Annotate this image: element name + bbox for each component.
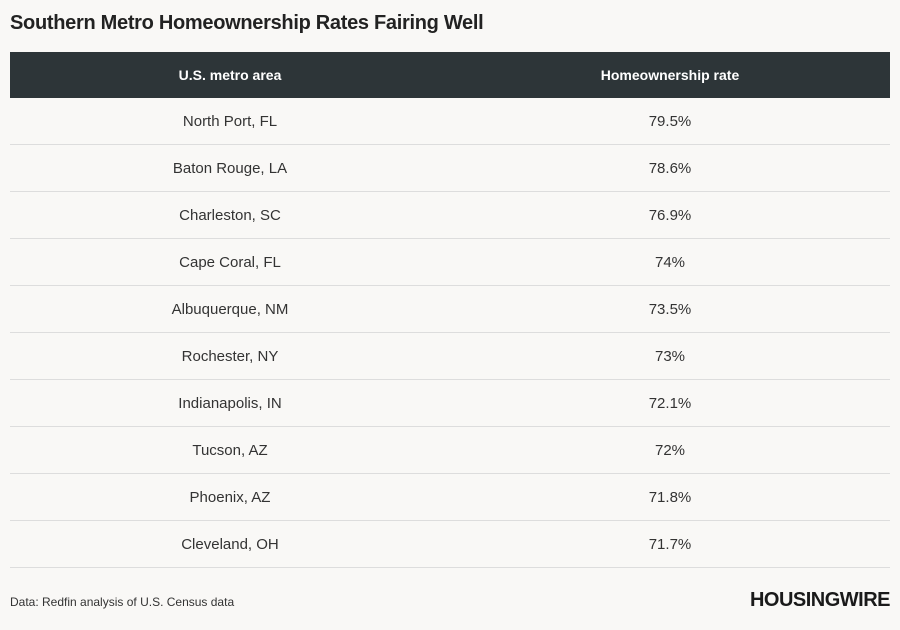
cell-metro-area: Tucson, AZ bbox=[192, 441, 268, 459]
cell-metro-area: Indianapolis, IN bbox=[178, 394, 282, 412]
cell-homeownership-rate: 72.1% bbox=[648, 394, 692, 412]
table-row: Charleston, SC 76.9% bbox=[10, 192, 890, 239]
table-row: Indianapolis, IN 72.1% bbox=[10, 380, 890, 427]
housingwire-logo: HOUSINGWIRE bbox=[749, 589, 891, 611]
cell-metro-area: North Port, FL bbox=[182, 112, 278, 130]
table-body: North Port, FL 79.5% Baton Rouge, LA 78.6% C… bbox=[10, 98, 890, 568]
column-header-rate: Homeownership rate bbox=[600, 67, 740, 83]
cell-homeownership-rate: 76.9% bbox=[648, 206, 692, 224]
chart-title: Southern Metro Homeownership Rates Fairi… bbox=[10, 12, 484, 34]
cell-metro-area: Charleston, SC bbox=[179, 206, 281, 224]
cell-metro-area: Cape Coral, FL bbox=[179, 253, 281, 271]
cell-homeownership-rate: 74% bbox=[654, 253, 686, 271]
cell-homeownership-rate: 72% bbox=[654, 441, 686, 459]
cell-homeownership-rate: 78.6% bbox=[648, 159, 692, 177]
cell-metro-area: Cleveland, OH bbox=[181, 535, 279, 553]
table-header: U.S. metro area Homeownership rate bbox=[10, 52, 890, 98]
source-note: Data: Redfin analysis of U.S. Census dat… bbox=[10, 595, 235, 609]
cell-homeownership-rate: 79.5% bbox=[648, 112, 692, 130]
cell-metro-area: Baton Rouge, LA bbox=[172, 159, 288, 177]
cell-homeownership-rate: 71.7% bbox=[648, 535, 692, 553]
cell-homeownership-rate: 71.8% bbox=[648, 488, 692, 506]
table-row: North Port, FL 79.5% bbox=[10, 98, 890, 145]
table-row: Baton Rouge, LA 78.6% bbox=[10, 145, 890, 192]
cell-metro-area: Rochester, NY bbox=[181, 347, 279, 365]
table-row: Cleveland, OH 71.7% bbox=[10, 521, 890, 568]
table-row: Albuquerque, NM 73.5% bbox=[10, 286, 890, 333]
table-row: Phoenix, AZ 71.8% bbox=[10, 474, 890, 521]
column-header-metro: U.S. metro area bbox=[178, 67, 282, 83]
table-row: Cape Coral, FL 74% bbox=[10, 239, 890, 286]
data-table: U.S. metro area Homeownership rate North… bbox=[10, 52, 890, 568]
cell-metro-area: Albuquerque, NM bbox=[171, 300, 289, 318]
cell-metro-area: Phoenix, AZ bbox=[189, 488, 271, 506]
table-row: Rochester, NY 73% bbox=[10, 333, 890, 380]
cell-homeownership-rate: 73% bbox=[654, 347, 686, 365]
table-row: Tucson, AZ 72% bbox=[10, 427, 890, 474]
cell-homeownership-rate: 73.5% bbox=[648, 300, 692, 318]
